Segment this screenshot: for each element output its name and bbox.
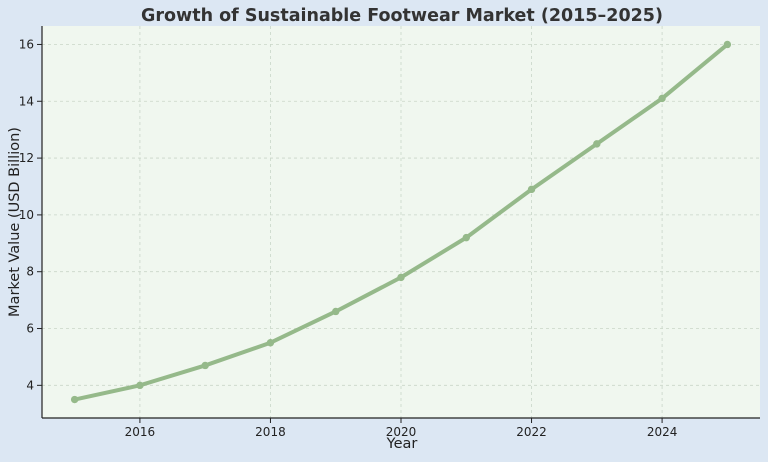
x-tick-label: 2022 [516,425,547,439]
data-point [527,185,536,194]
x-axis-label: Year [386,436,418,452]
y-axis-label: Market Value (USD Billion) [7,127,23,317]
chart-title: Growth of Sustainable Footwear Market (2… [141,6,663,26]
data-point [201,361,209,370]
data-point [332,307,340,316]
x-tick-label: 2024 [647,425,678,439]
ticks: 2016 2018 2020 2022 2024 4 6 8 10 12 14 16 [19,37,678,439]
y-tick-label: 8 [26,265,34,279]
data-point [266,339,275,347]
y-tick-label: 12 [19,151,34,165]
data-point [70,395,79,404]
y-tick-label: 16 [19,37,34,51]
x-tick-label: 2020 [386,425,417,439]
y-tick-label: 6 [26,322,34,336]
y-tick-label: 14 [19,94,34,108]
x-tick-label: 2016 [125,425,156,439]
series-group [70,40,732,404]
data-point [593,140,601,148]
plot-area [42,26,760,418]
x-tick-label: 2018 [255,425,286,439]
data-point [397,273,405,282]
data-point [136,381,144,390]
data-point [658,94,666,103]
data-point [723,40,732,49]
y-tick-label: 4 [26,378,34,392]
y-tick-label: 10 [19,208,34,222]
grid [42,26,760,418]
data-point [462,233,470,242]
